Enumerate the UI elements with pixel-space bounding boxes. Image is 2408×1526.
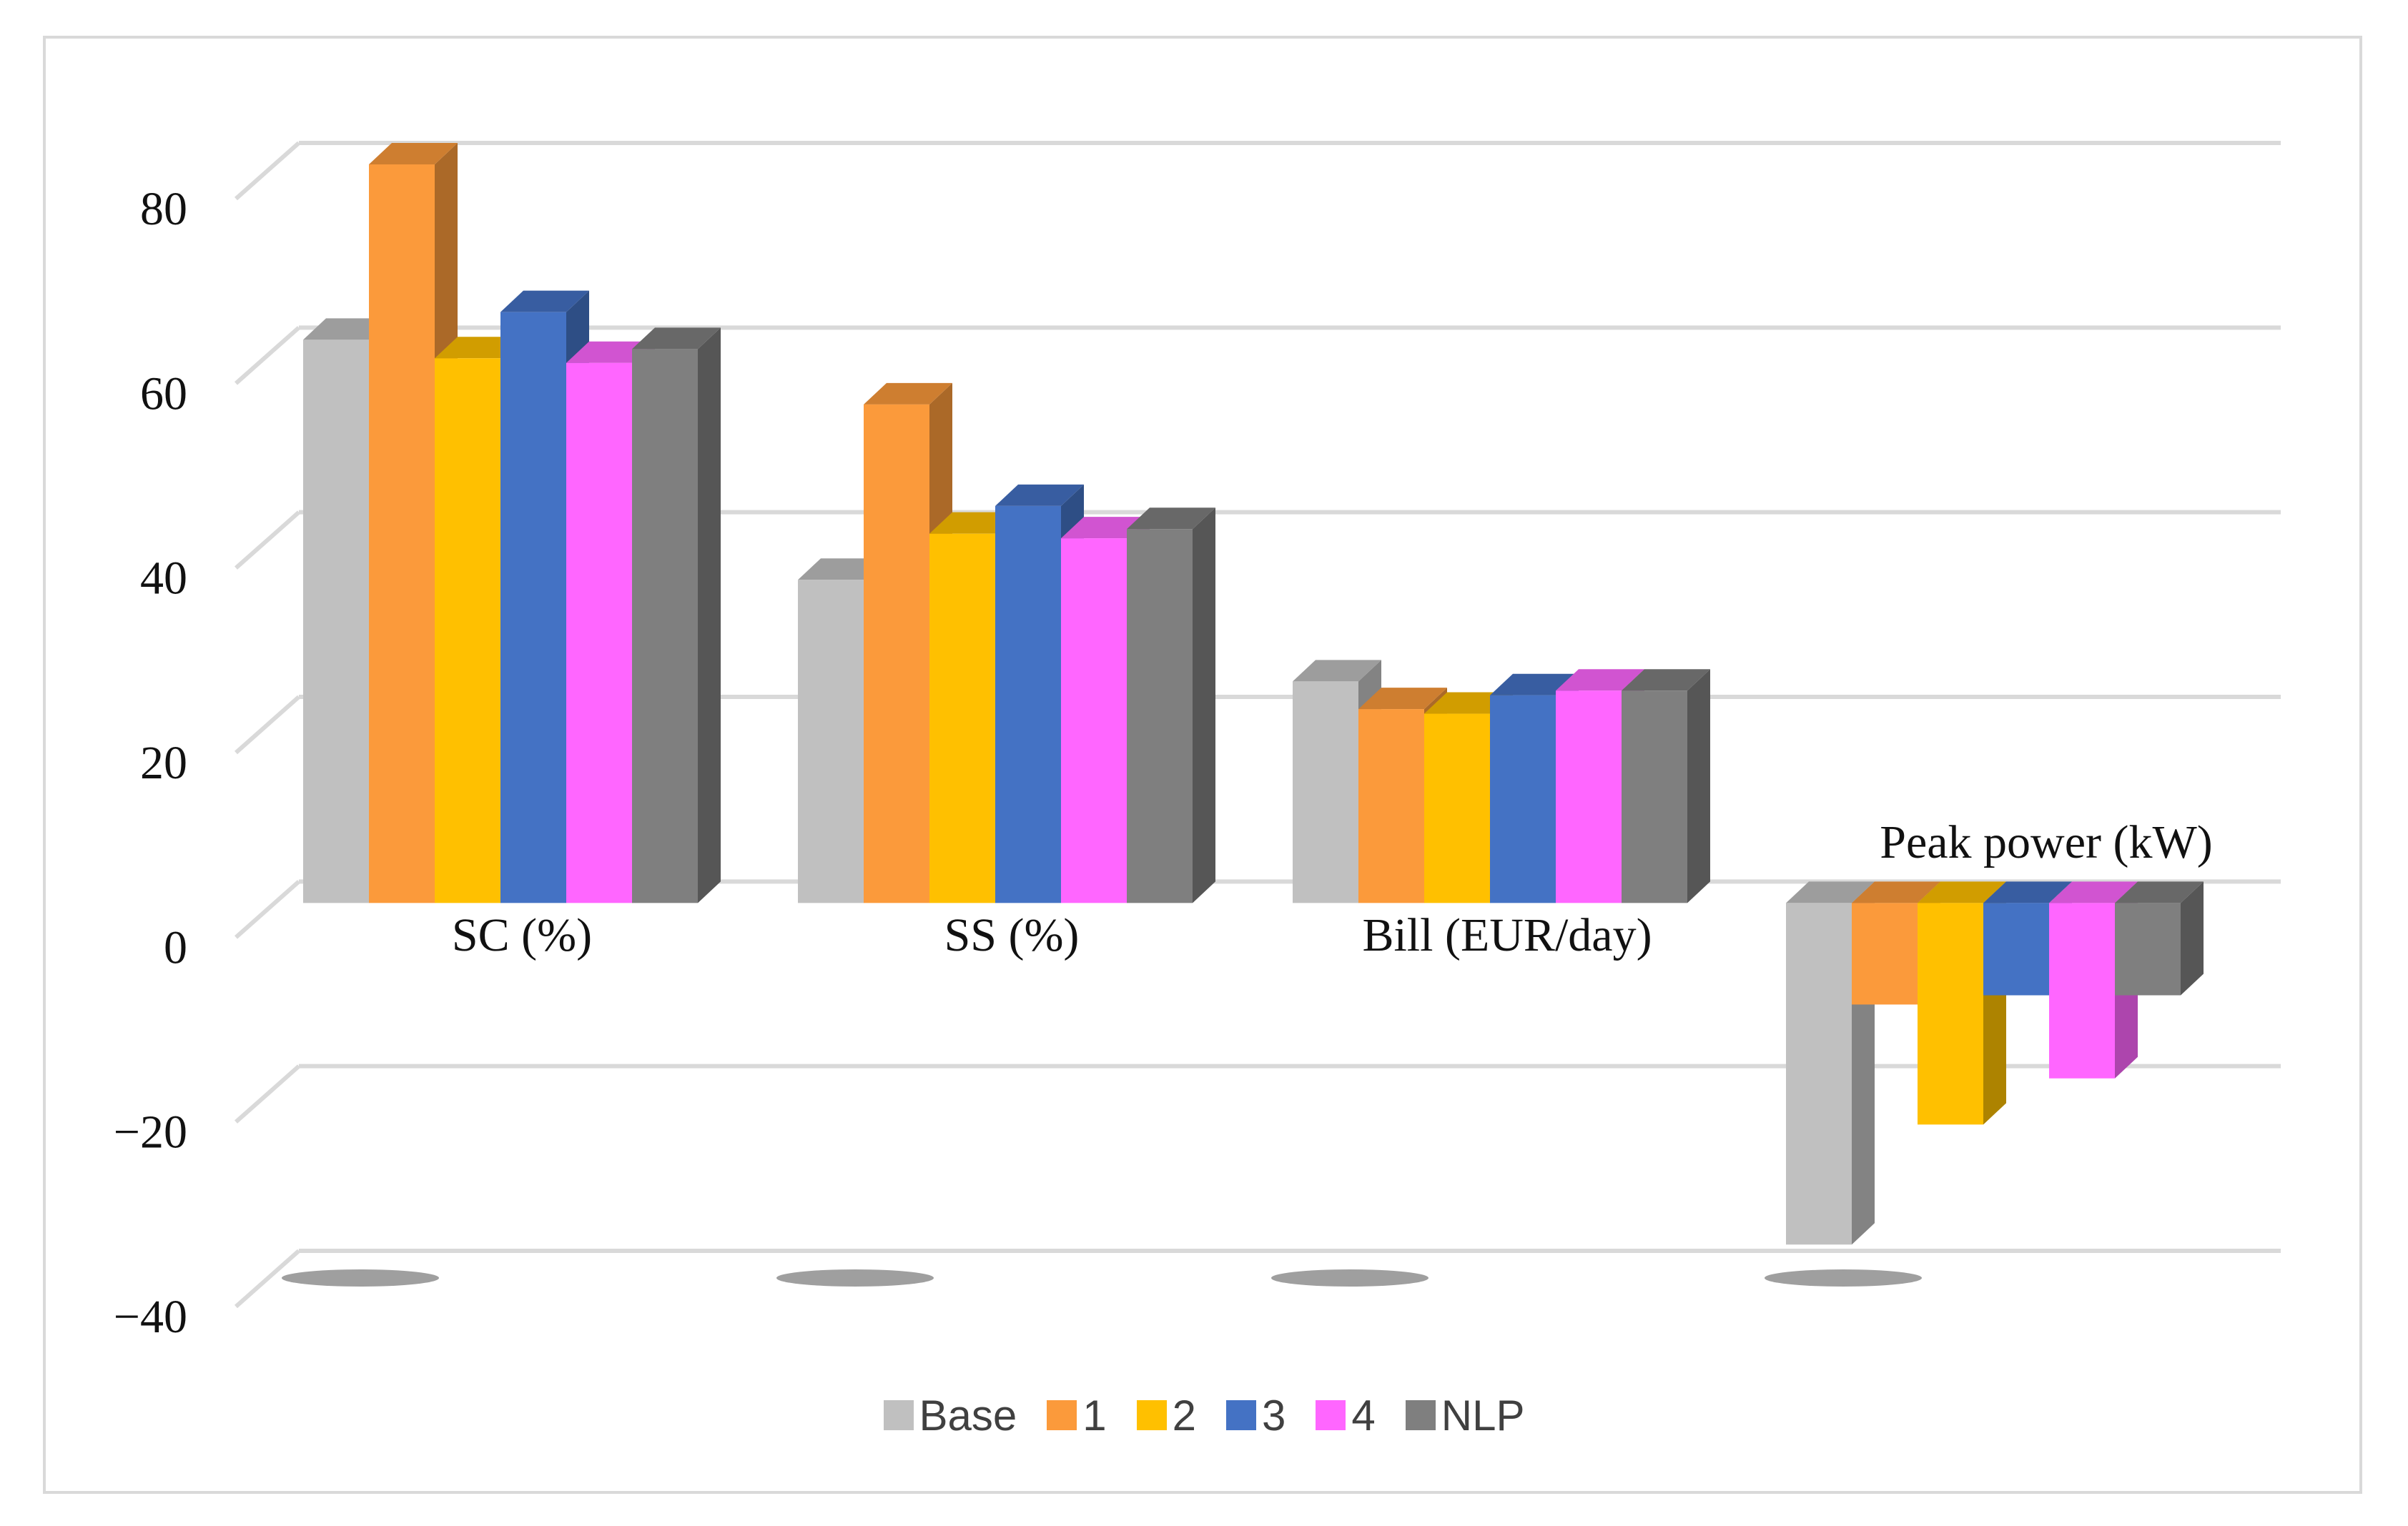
gridline-diagonal xyxy=(235,1249,300,1309)
bar-side xyxy=(1193,507,1215,903)
bar-front xyxy=(1556,690,1622,903)
bar-top xyxy=(2115,881,2204,903)
bar-nlp-1 xyxy=(632,327,721,903)
legend-item: 3 xyxy=(1226,1391,1286,1440)
legend-swatch xyxy=(1226,1400,1257,1430)
y-tick-label: 20 xyxy=(140,737,187,789)
bar-top xyxy=(1786,881,1875,903)
bar-top xyxy=(1556,669,1644,691)
category-label: Bill (EUR/day) xyxy=(1362,909,1652,961)
bar-top xyxy=(2049,881,2138,903)
bar-side xyxy=(698,327,721,903)
legend-label: 4 xyxy=(1351,1391,1376,1440)
gridline-diagonal xyxy=(235,1064,300,1124)
legend-label: NLP xyxy=(1441,1391,1525,1440)
bar-front xyxy=(1918,903,1983,1125)
gridline-diagonal xyxy=(235,695,300,755)
legend-swatch xyxy=(1316,1400,1346,1430)
bar-top xyxy=(995,484,1084,506)
gridline-diagonal xyxy=(235,141,300,201)
bar-front xyxy=(929,533,995,903)
category-label: SS (%) xyxy=(944,909,1080,961)
bar-top xyxy=(1622,669,1710,691)
bar-front xyxy=(1127,529,1193,903)
legend-label: 2 xyxy=(1172,1391,1197,1440)
gridline-diagonal xyxy=(235,326,300,385)
floor-shadow xyxy=(1271,1269,1428,1287)
legend-label: 3 xyxy=(1262,1391,1286,1440)
bar-top xyxy=(1490,673,1579,695)
category-label: SC (%) xyxy=(452,909,592,961)
y-tick-label: −20 xyxy=(114,1106,187,1159)
legend-item: 2 xyxy=(1136,1391,1197,1440)
bar-nlp-3 xyxy=(1622,669,1710,903)
bar-nlp-4 xyxy=(2115,881,2204,996)
floor-shadow xyxy=(282,1269,439,1287)
legend-item: NLP xyxy=(1405,1391,1525,1440)
legend: Base 1 2 3 4 NLP xyxy=(0,1387,2408,1444)
bar-front xyxy=(435,358,500,903)
bar-top xyxy=(1293,660,1381,682)
y-tick-label: 80 xyxy=(140,183,187,235)
legend-item: Base xyxy=(883,1391,1017,1440)
bar-top xyxy=(864,382,952,405)
bar-front xyxy=(1852,903,1918,1005)
legend-label: Base xyxy=(919,1391,1017,1440)
bar-front xyxy=(1293,681,1358,903)
bar-side xyxy=(1687,669,1710,903)
bar-front xyxy=(566,362,632,903)
bar-front xyxy=(632,349,698,903)
bar-top xyxy=(1852,881,1940,903)
bar-top xyxy=(369,143,458,164)
bar-side xyxy=(2181,881,2204,996)
bar-top xyxy=(1358,688,1447,710)
bar-top xyxy=(1127,507,1215,530)
bar-front xyxy=(1622,690,1687,903)
gridline-diagonal xyxy=(235,880,300,939)
bar-front xyxy=(1786,903,1852,1245)
y-tick-label: 60 xyxy=(140,367,187,420)
legend-label: 1 xyxy=(1082,1391,1107,1440)
bar-front xyxy=(1983,903,2049,996)
bar-top xyxy=(500,290,589,312)
bar-front xyxy=(1061,538,1127,903)
bar-front xyxy=(2049,903,2115,1079)
y-tick-label: 0 xyxy=(164,921,187,973)
bar-top xyxy=(1983,881,2072,903)
bar-front xyxy=(798,580,864,903)
floor-shadow xyxy=(776,1269,934,1287)
bar-front xyxy=(995,505,1061,903)
bar-front xyxy=(2115,903,2181,996)
floor-shadow xyxy=(1765,1269,1922,1287)
legend-swatch xyxy=(883,1400,914,1430)
bar-top xyxy=(1918,881,2006,903)
bar-front xyxy=(500,312,566,903)
bar-front xyxy=(1424,713,1490,903)
bar-nlp-2 xyxy=(1127,507,1215,903)
legend-swatch xyxy=(1047,1400,1077,1430)
legend-item: 1 xyxy=(1047,1391,1107,1440)
y-tick-label: −40 xyxy=(114,1291,187,1343)
category-label: Peak power (kW) xyxy=(1880,816,2212,868)
bar-front xyxy=(303,340,369,903)
bar-top xyxy=(632,327,721,350)
bar-front xyxy=(369,164,435,903)
legend-swatch xyxy=(1136,1400,1167,1430)
bar-front xyxy=(1490,695,1556,903)
y-tick-label: 40 xyxy=(140,553,187,605)
legend-item: 4 xyxy=(1316,1391,1376,1440)
gridline-diagonal xyxy=(235,510,300,570)
bar-front xyxy=(864,404,929,903)
legend-swatch xyxy=(1405,1400,1436,1430)
bar-front xyxy=(1358,709,1424,903)
